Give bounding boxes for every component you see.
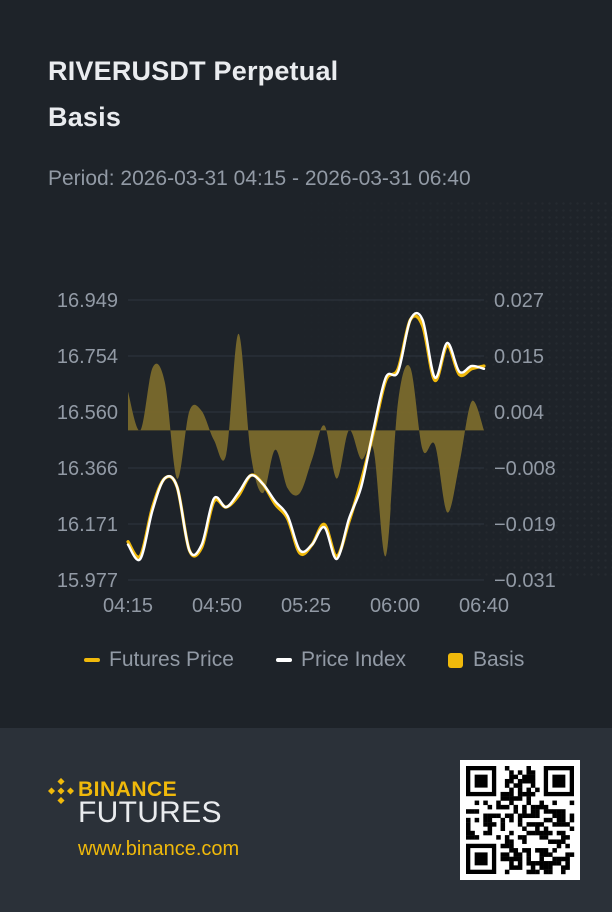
chart-legend: Futures Price Price Index Basis <box>0 648 612 676</box>
x-tick-label: 04:15 <box>103 595 153 617</box>
binance-diamond-icon <box>48 778 74 804</box>
y-right-tick-label: 0.015 <box>494 346 544 368</box>
x-tick-label: 06:40 <box>459 595 509 617</box>
brand-name: BINANCE <box>78 778 178 801</box>
y-right-tick-label: −0.008 <box>494 458 556 480</box>
futures-swatch <box>84 658 100 662</box>
index-swatch <box>276 658 292 662</box>
period-label: Period: <box>48 167 115 190</box>
y-right-tick-label: −0.019 <box>494 514 556 536</box>
period-value: 2026-03-31 04:15 - 2026-03-31 06:40 <box>120 167 471 190</box>
dot-pattern-decoration <box>252 200 612 580</box>
basis-area <box>128 333 484 557</box>
page-subtitle: Basis <box>48 102 122 132</box>
qr-code-icon <box>460 760 580 880</box>
y-right-tick-label: 0.027 <box>494 290 544 312</box>
page-title: RIVERUSDT Perpetual <box>48 56 339 86</box>
y-right-tick-label: −0.031 <box>494 570 556 592</box>
legend-index-label: Price Index <box>301 648 407 671</box>
y-left-tick-label: 15.977 <box>57 570 118 592</box>
basis-swatch <box>448 652 463 668</box>
y-left-tick-label: 16.366 <box>57 458 118 480</box>
x-tick-label: 04:50 <box>192 595 242 617</box>
y-left-tick-label: 16.560 <box>57 402 118 424</box>
brand-product: FUTURES <box>78 796 222 829</box>
y-left-tick-label: 16.171 <box>57 514 118 536</box>
basis-chart: 16.949 0.027 16.754 0.015 16.560 0.004 16.366 −… <box>57 290 556 617</box>
price-index-line <box>126 311 486 562</box>
y-left-tick-label: 16.949 <box>57 290 118 312</box>
y-right-tick-label: 0.004 <box>494 402 544 424</box>
period-text: Period: 2026-03-31 04:15 - 2026-03-31 06… <box>48 167 471 191</box>
legend-basis-label: Basis <box>473 648 525 671</box>
website-link[interactable]: www.binance.com <box>78 838 240 860</box>
basis-card: RIVERUSDT Perpetual Basis Period: 2026-0… <box>0 56 612 676</box>
legend-item-basis: Basis <box>448 648 524 672</box>
y-left-tick-label: 16.754 <box>57 346 118 368</box>
legend-item-futures: Futures Price <box>84 648 234 672</box>
x-tick-label: 05:25 <box>281 595 331 617</box>
legend-futures-label: Futures Price <box>109 648 234 671</box>
footer: BINANCE FUTURES www.binance.com <box>0 728 612 912</box>
x-tick-label: 06:00 <box>370 595 420 617</box>
legend-item-index: Price Index <box>276 648 406 672</box>
